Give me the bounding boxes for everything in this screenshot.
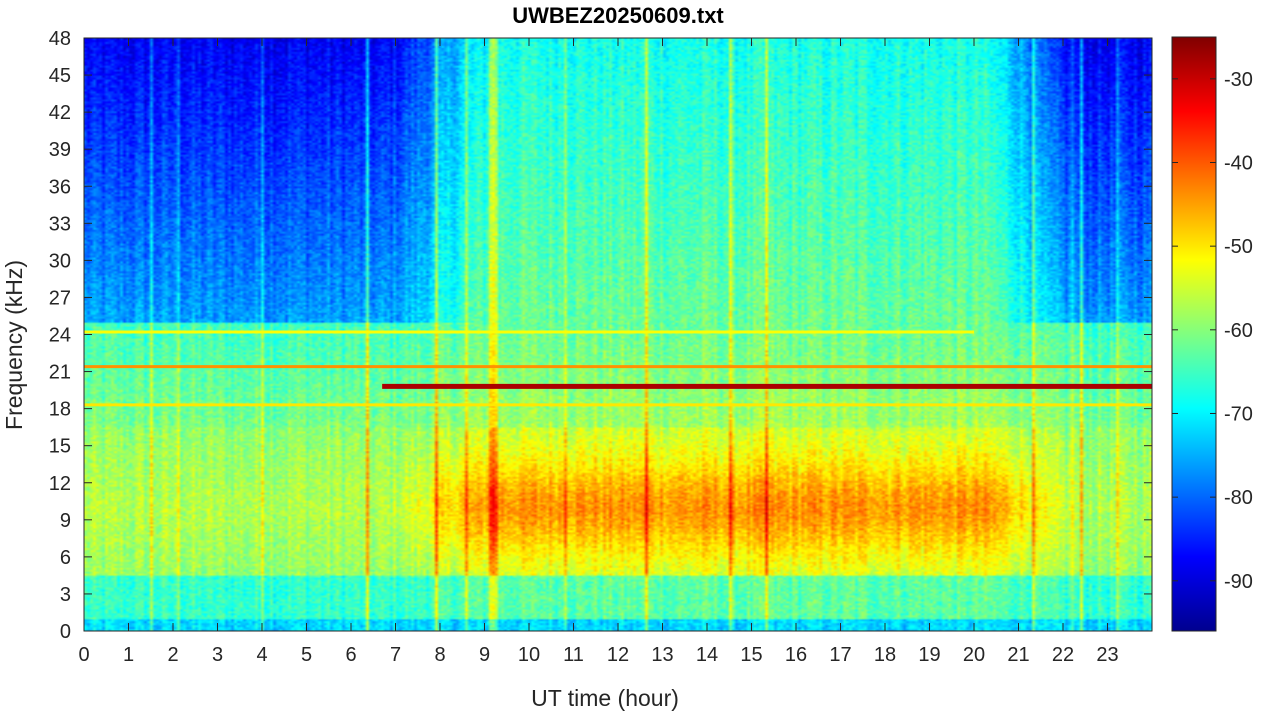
y-tick-label: 45 — [49, 65, 71, 87]
x-tick-label: 9 — [479, 644, 490, 666]
x-tick-label: 23 — [1096, 644, 1118, 666]
y-tick-label: 36 — [49, 176, 71, 198]
x-tick-label: 20 — [963, 644, 985, 666]
y-tick-label: 15 — [49, 436, 71, 458]
x-tick-label: 15 — [740, 644, 762, 666]
x-tick-label: 2 — [167, 644, 178, 666]
y-tick-label: 48 — [49, 28, 71, 50]
x-tick-label: 13 — [651, 644, 673, 666]
colorbar-tick-label: -50 — [1224, 236, 1253, 258]
colorbar-tick-label: -40 — [1224, 152, 1253, 174]
y-tick-label: 6 — [60, 547, 71, 569]
colorbar-tick-label: -30 — [1224, 69, 1253, 91]
y-tick-label: 0 — [60, 621, 71, 643]
x-axis-label: UT time (hour) — [531, 685, 679, 711]
narrowband-lines — [84, 330, 1152, 407]
y-tick-label: 24 — [49, 325, 71, 347]
x-axis-ticks: 0 1 2 3 4 5 6 7 8 9 10 11 12 13 14 15 16 17 18 19 20 21 22 23 — [78, 38, 1119, 666]
chart-title: UWBEZ20250609.txt — [512, 3, 724, 28]
spectrogram-image — [84, 38, 1152, 631]
y-tick-label: 3 — [60, 584, 71, 606]
x-tick-label: 6 — [345, 644, 356, 666]
y-tick-label: 39 — [49, 139, 71, 161]
x-tick-label: 3 — [212, 644, 223, 666]
y-tick-label: 27 — [49, 287, 71, 309]
x-tick-label: 16 — [785, 644, 807, 666]
x-tick-label: 7 — [390, 644, 401, 666]
colorbar-tick-label: -70 — [1224, 403, 1253, 425]
x-tick-label: 19 — [918, 644, 940, 666]
colorbar: -30 -40 -50 -60 -70 -80 -90 — [1171, 36, 1253, 632]
x-tick-label: 5 — [301, 644, 312, 666]
y-tick-label: 18 — [49, 399, 71, 421]
x-tick-label: 21 — [1007, 644, 1029, 666]
x-tick-label: 18 — [874, 644, 896, 666]
y-tick-label: 30 — [49, 250, 71, 272]
x-tick-label: 4 — [256, 644, 267, 666]
y-tick-label: 12 — [49, 473, 71, 495]
colorbar-ticks: -30 -40 -50 -60 -70 -80 -90 — [1172, 69, 1253, 593]
x-tick-label: 0 — [78, 644, 89, 666]
colorbar-tick-label: -90 — [1224, 571, 1253, 593]
x-tick-label: 8 — [434, 644, 445, 666]
x-tick-label: 17 — [829, 644, 851, 666]
y-tick-label: 21 — [49, 362, 71, 384]
colorbar-tick-label: -60 — [1224, 320, 1253, 342]
spectrogram-plot-area — [84, 38, 1152, 631]
y-axis-label: Frequency (kHz) — [1, 260, 27, 430]
x-tick-label: 10 — [518, 644, 540, 666]
y-tick-label: 42 — [49, 102, 71, 124]
x-tick-label: 1 — [123, 644, 134, 666]
x-tick-label: 22 — [1052, 644, 1074, 666]
y-tick-label: 9 — [60, 510, 71, 532]
x-tick-label: 11 — [563, 644, 584, 666]
colorbar-gradient — [1171, 36, 1217, 632]
x-tick-label: 12 — [607, 644, 629, 666]
y-tick-label: 33 — [49, 213, 71, 235]
x-tick-label: 14 — [696, 644, 718, 666]
colorbar-tick-label: -80 — [1224, 487, 1253, 509]
